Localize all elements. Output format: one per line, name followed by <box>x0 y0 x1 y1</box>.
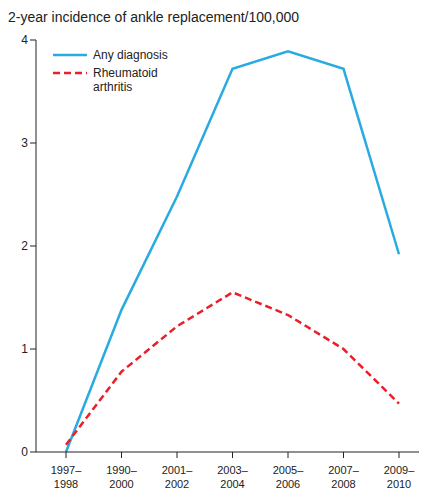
svg-text:2007–: 2007– <box>328 464 359 476</box>
svg-text:2004: 2004 <box>220 478 244 490</box>
svg-text:1998: 1998 <box>54 478 78 490</box>
html-text:2-year incidence of ankle repl: 2-year incidence of ankle replacement/10… <box>8 9 300 25</box>
svg-text:2009–: 2009– <box>384 464 415 476</box>
svg-text:4: 4 <box>21 33 28 47</box>
svg-text:2005–: 2005– <box>273 464 304 476</box>
svg-text:0: 0 <box>21 445 28 459</box>
svg-text:2006: 2006 <box>276 478 300 490</box>
svg-text:1997–: 1997– <box>51 464 82 476</box>
svg-text:2001–: 2001– <box>162 464 193 476</box>
svg-text:2: 2 <box>21 239 28 253</box>
svg-text:3: 3 <box>21 136 28 150</box>
svg-text:2008: 2008 <box>331 478 355 490</box>
svg-text:2010: 2010 <box>387 478 411 490</box>
html-text:Any diagnosis: Any diagnosis <box>93 48 168 62</box>
svg-text:2002: 2002 <box>165 478 189 490</box>
html-text:Rheumatoid arthritis: Rheumatoid arthritis <box>93 66 158 94</box>
svg-text:1990–: 1990– <box>106 464 137 476</box>
svg-text:1: 1 <box>21 342 28 356</box>
svg-text:2003–: 2003– <box>217 464 248 476</box>
svg-text:2000: 2000 <box>109 478 133 490</box>
